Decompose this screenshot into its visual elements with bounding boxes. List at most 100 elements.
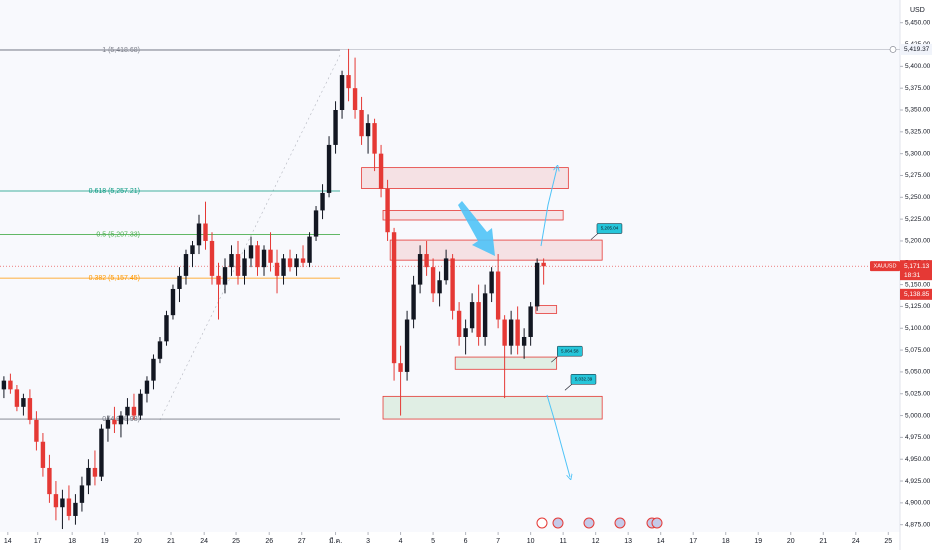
candle-body: [313, 210, 319, 237]
candle-body: [385, 188, 390, 233]
candle-body: [339, 75, 345, 110]
callout-label: 5,064.58: [561, 348, 579, 353]
candle-body: [14, 389, 20, 407]
candle-body: [177, 275, 182, 289]
alert-icon: [889, 46, 897, 53]
candle-body: [157, 341, 163, 359]
candle-body: [27, 398, 33, 420]
event-icon: [552, 517, 564, 529]
x-tick-label: 10: [527, 538, 535, 545]
y-tick-label: 5,050.00: [905, 369, 931, 376]
down-path: [546, 394, 570, 477]
candle-body: [378, 153, 384, 189]
zone: [454, 356, 558, 370]
candle-body: [60, 498, 65, 508]
candle-body: [463, 328, 468, 337]
candle-body: [222, 267, 228, 285]
callout-box: [557, 345, 583, 357]
candle-body: [502, 319, 507, 346]
candle-body: [469, 302, 475, 329]
candle-body: [541, 262, 546, 267]
candle-body: [125, 406, 130, 416]
candle-body: [281, 258, 286, 276]
zone: [389, 239, 603, 261]
price-tag-time: 18:31: [904, 272, 921, 279]
candle-body: [300, 258, 306, 263]
x-tick-label: 3: [366, 538, 370, 545]
x-tick-label: 19: [101, 538, 109, 545]
candle-body: [40, 441, 46, 468]
candle-body: [333, 110, 338, 145]
event-icons: [536, 517, 663, 529]
x-tick-label: 14: [4, 538, 12, 545]
event-icon: [651, 517, 663, 529]
x-tick-label: 21: [167, 538, 175, 545]
x-tick-label: 20: [134, 538, 142, 545]
candle-body: [261, 249, 267, 268]
candle-body: [456, 310, 462, 337]
callout-label: 5,205.04: [601, 226, 619, 231]
candle-body: [476, 302, 481, 337]
fib-label: 1 (5,418.68): [102, 47, 140, 54]
candle-body: [183, 254, 189, 276]
candle-body: [242, 258, 247, 276]
candle-body: [534, 262, 540, 307]
candle-body: [404, 319, 410, 372]
candle-body: [53, 494, 59, 508]
x-tick-label: 24: [200, 538, 208, 545]
y-tick-label: 5,375.00: [905, 85, 931, 92]
x-tick-label: 18: [722, 538, 730, 545]
candle-body: [131, 406, 137, 416]
x-tick-label: 6: [464, 538, 468, 545]
x-tick-label: 21: [819, 538, 827, 545]
candle-body: [411, 284, 416, 320]
event-icon: [614, 517, 626, 529]
y-tick-label: 5,075.00: [905, 347, 931, 354]
candle-body: [196, 223, 202, 246]
y-tick-label: 5,025.00: [905, 390, 931, 397]
candle-body: [203, 223, 208, 241]
callout-box: [596, 223, 623, 234]
x-tick-label: 4: [399, 538, 403, 545]
candle-body: [268, 249, 273, 263]
candle-body: [255, 245, 260, 268]
candle-body: [515, 319, 520, 346]
x-tick-label: 14: [657, 538, 665, 545]
y-tick-label: 5,100.00: [905, 325, 931, 332]
candle-body: [209, 240, 215, 276]
candle-body: [144, 380, 150, 394]
price-tag: [900, 260, 932, 281]
candle-body: [118, 415, 124, 425]
candle-body: [372, 123, 377, 154]
y-tick-label: 5,300.00: [905, 150, 931, 157]
candle-body: [450, 258, 455, 311]
y-tick-label: 4,925.00: [905, 478, 931, 485]
candle-body: [112, 419, 117, 425]
y-tick-label: 5,275.00: [905, 172, 931, 179]
candle-body: [430, 267, 436, 294]
zone: [535, 305, 558, 314]
x-tick-label: 11: [560, 538, 567, 545]
candle-body: [489, 271, 494, 294]
candle-body: [437, 280, 442, 294]
arrow-drawing: [458, 201, 495, 256]
candle-body: [1, 380, 7, 390]
candle-body: [352, 88, 358, 110]
price-tag-label: 5,171.13: [904, 263, 930, 270]
candle-body: [346, 75, 351, 89]
candle-body: [307, 236, 312, 263]
price-tag-label: 5,138.85: [904, 291, 930, 298]
y-tick-label: 5,225.00: [905, 216, 931, 223]
x-tick-label: 20: [787, 538, 795, 545]
candle-body: [170, 288, 176, 316]
event-icon: [583, 517, 595, 529]
candle-body: [164, 315, 169, 342]
candle-body: [508, 319, 514, 346]
y-tick-label: 5,200.00: [905, 238, 931, 245]
candle-body: [294, 258, 299, 268]
y-tick-label: 4,975.00: [905, 434, 931, 441]
x-tick-label: 25: [232, 538, 240, 545]
x-tick-label: 19: [754, 538, 762, 545]
x-tick-label: 17: [689, 538, 697, 545]
y-tick-label: 5,125.00: [905, 303, 931, 310]
